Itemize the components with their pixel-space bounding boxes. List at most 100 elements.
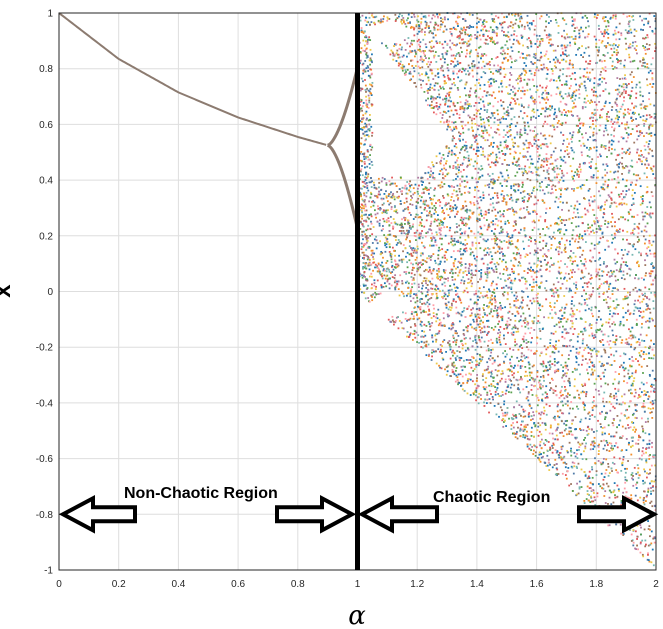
chaotic-point bbox=[643, 503, 646, 506]
chaotic-point bbox=[444, 40, 447, 43]
chaotic-point bbox=[538, 379, 541, 382]
chaotic-point bbox=[359, 288, 362, 291]
chaotic-point bbox=[501, 317, 504, 320]
chaotic-point bbox=[410, 312, 413, 315]
chaotic-point bbox=[475, 259, 478, 262]
chaotic-point bbox=[624, 297, 627, 300]
chaotic-point bbox=[621, 91, 624, 94]
chaotic-point bbox=[646, 105, 649, 108]
chaotic-point bbox=[415, 205, 418, 208]
chaotic-point bbox=[540, 456, 543, 459]
chaotic-point bbox=[540, 147, 543, 150]
chaotic-point bbox=[627, 416, 630, 419]
chaotic-point bbox=[504, 134, 507, 136]
chaotic-point bbox=[442, 269, 445, 271]
chaotic-point bbox=[373, 252, 376, 255]
chaotic-point bbox=[469, 116, 471, 119]
chaotic-point bbox=[614, 323, 616, 326]
chaotic-point bbox=[649, 535, 651, 538]
chaotic-point bbox=[464, 102, 467, 104]
chaotic-point bbox=[405, 207, 408, 210]
chaotic-point bbox=[580, 269, 583, 272]
chaotic-point bbox=[511, 50, 514, 52]
chaotic-point bbox=[542, 376, 545, 379]
chaotic-point bbox=[452, 72, 455, 75]
chaotic-point bbox=[531, 145, 534, 147]
chaotic-point bbox=[533, 328, 536, 331]
chaotic-point bbox=[616, 103, 618, 106]
chaotic-point bbox=[571, 262, 574, 265]
chaotic-point bbox=[650, 263, 653, 266]
chaotic-point bbox=[359, 16, 362, 19]
chaotic-point bbox=[642, 499, 645, 502]
chaotic-point bbox=[551, 289, 554, 292]
chaotic-point bbox=[550, 247, 553, 250]
chaotic-point bbox=[568, 110, 570, 113]
chaotic-point bbox=[488, 186, 490, 189]
chaotic-point bbox=[479, 236, 482, 238]
chaotic-point bbox=[385, 262, 388, 264]
chaotic-point bbox=[582, 338, 585, 340]
chaotic-point bbox=[461, 107, 464, 110]
chaotic-point bbox=[604, 490, 607, 493]
chaotic-point bbox=[447, 69, 450, 72]
chaotic-point bbox=[424, 74, 427, 77]
chaotic-point bbox=[540, 55, 543, 58]
chaotic-point bbox=[428, 41, 431, 44]
chaotic-point bbox=[646, 296, 648, 299]
chaotic-point bbox=[561, 47, 564, 50]
chaotic-point bbox=[570, 454, 573, 457]
chaotic-point bbox=[574, 369, 577, 371]
chaotic-point bbox=[474, 135, 477, 138]
chaotic-point bbox=[644, 295, 646, 298]
chaotic-point bbox=[443, 16, 446, 19]
chaotic-point bbox=[448, 340, 451, 342]
chaotic-point bbox=[593, 222, 596, 225]
chaotic-point bbox=[574, 416, 577, 418]
chaotic-point bbox=[478, 307, 481, 310]
chaotic-point bbox=[465, 49, 468, 52]
chaotic-point bbox=[439, 186, 442, 189]
chaotic-point bbox=[634, 530, 637, 533]
chaotic-point bbox=[634, 336, 637, 339]
chaotic-point bbox=[431, 87, 434, 89]
chaotic-point bbox=[441, 173, 444, 176]
chaotic-point bbox=[519, 74, 522, 76]
chaotic-point bbox=[588, 411, 591, 414]
chaotic-point bbox=[559, 228, 562, 231]
chaotic-point bbox=[521, 86, 524, 89]
chaotic-point bbox=[648, 98, 651, 101]
chaotic-point bbox=[580, 144, 582, 147]
chaotic-point bbox=[486, 109, 489, 111]
chaotic-point bbox=[632, 111, 634, 114]
chaotic-point bbox=[483, 249, 486, 252]
chaotic-point bbox=[484, 313, 486, 316]
chaotic-point bbox=[611, 273, 614, 275]
chaotic-point bbox=[576, 308, 578, 311]
chaotic-point bbox=[536, 252, 539, 254]
chaotic-point bbox=[490, 82, 492, 85]
chaotic-point bbox=[483, 90, 486, 93]
chaotic-point bbox=[486, 228, 489, 231]
chaotic-point bbox=[538, 430, 541, 433]
chaotic-point bbox=[415, 213, 418, 216]
chaotic-point bbox=[436, 269, 438, 272]
chaotic-point bbox=[384, 236, 387, 239]
chaotic-point bbox=[479, 292, 482, 294]
chaotic-point bbox=[390, 222, 393, 224]
chaotic-point bbox=[452, 365, 455, 368]
chaotic-point bbox=[518, 252, 521, 255]
chaotic-point bbox=[506, 145, 509, 148]
chaotic-point bbox=[647, 473, 650, 475]
chaotic-point bbox=[472, 148, 475, 151]
chaotic-point bbox=[646, 319, 649, 322]
chaotic-point bbox=[376, 242, 379, 245]
chaotic-point bbox=[513, 156, 516, 158]
chaotic-point bbox=[527, 104, 530, 107]
chaotic-point bbox=[372, 226, 375, 228]
chaotic-point bbox=[542, 451, 545, 454]
chaotic-point bbox=[455, 194, 458, 197]
chaotic-point bbox=[425, 340, 428, 343]
chaotic-point bbox=[501, 190, 504, 192]
chaotic-point bbox=[564, 385, 566, 388]
